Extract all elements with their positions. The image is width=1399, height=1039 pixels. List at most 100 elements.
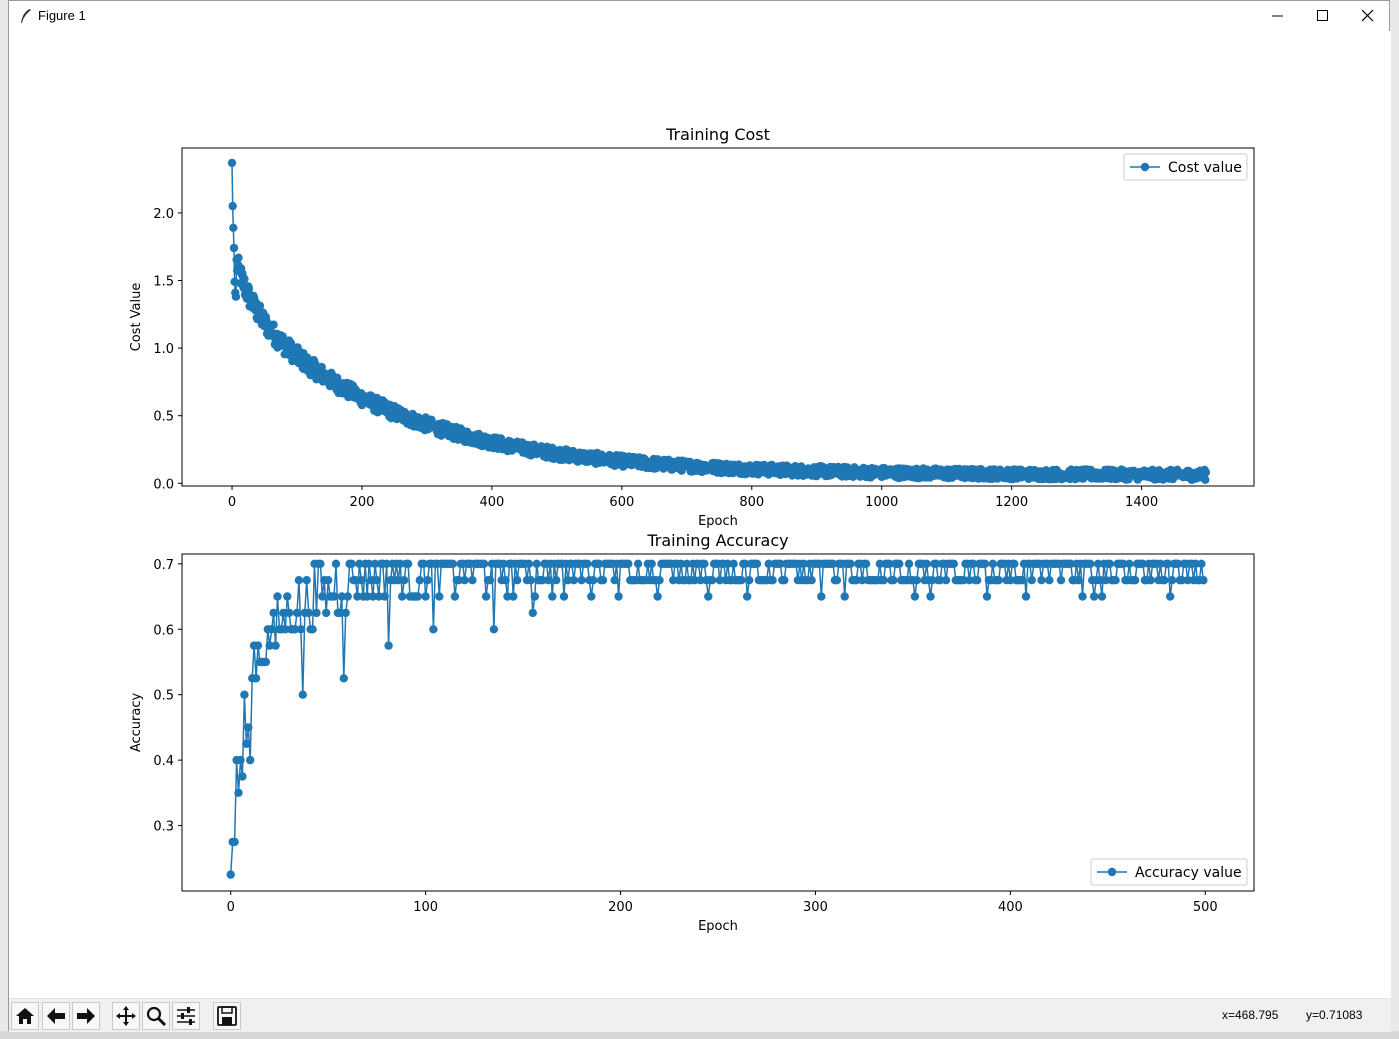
- cost-x-tick-label: 1000: [865, 495, 898, 510]
- accuracy-data-point: [743, 592, 752, 601]
- accuracy-data-point: [922, 559, 931, 568]
- accuracy-data-point: [912, 576, 921, 585]
- accuracy-data-point: [290, 625, 300, 634]
- accuracy-data-point: [589, 576, 598, 585]
- accuracy-x-axis-label: Epoch: [698, 919, 738, 934]
- cost-axes-frame: [181, 147, 1255, 487]
- chart-cost: Training Cost 0 200 400 600 800 1000 1200 1400 0.…: [129, 125, 1255, 529]
- home-button[interactable]: [11, 1002, 39, 1030]
- accuracy-data-point: [499, 559, 508, 568]
- accuracy-data-point: [569, 576, 578, 585]
- accuracy-data-point: [485, 576, 495, 585]
- accuracy-data-point: [655, 576, 664, 585]
- accuracy-data-point: [454, 576, 463, 585]
- accuracy-data-point: [230, 837, 239, 847]
- accuracy-data-point: [526, 576, 536, 585]
- zoom-button[interactable]: [142, 1002, 170, 1030]
- accuracy-data-point: [764, 559, 773, 568]
- minimize-button[interactable]: [1255, 1, 1301, 31]
- accuracy-data-point: [875, 559, 884, 568]
- accuracy-data-point: [448, 559, 458, 568]
- accuracy-data-point: [552, 576, 561, 585]
- accuracy-data-point: [904, 559, 914, 568]
- accuracy-data-point: [994, 576, 1003, 585]
- accuracy-data-point: [1166, 592, 1175, 601]
- accuracy-data-point: [682, 559, 691, 568]
- accuracy-data-point: [1074, 576, 1083, 585]
- cost-x-tick-label: 200: [350, 495, 375, 510]
- accuracy-data-point: [240, 690, 249, 699]
- forward-arrow-icon: [77, 1008, 95, 1024]
- subplots-config-button[interactable]: [172, 1002, 200, 1030]
- cost-data-point: [244, 284, 254, 293]
- accuracy-data-point: [696, 576, 705, 585]
- cost-y-tick-label: 1.0: [153, 342, 174, 357]
- accuracy-data-point: [690, 576, 699, 585]
- accuracy-data-point: [885, 559, 894, 568]
- cost-y-axis-label: Cost Value: [129, 283, 144, 352]
- back-button[interactable]: [42, 1002, 70, 1030]
- accuracy-data-point: [729, 559, 738, 568]
- save-icon: [217, 1006, 237, 1026]
- accuracy-data-point: [752, 559, 762, 568]
- accuracy-data-point: [1086, 559, 1095, 568]
- accuracy-data-point: [741, 559, 750, 568]
- accuracy-data-point: [481, 592, 491, 601]
- accuracy-data-point: [879, 576, 888, 585]
- pan-button[interactable]: [112, 1002, 140, 1030]
- accuracy-data-point: [382, 559, 391, 568]
- accuracy-data-point: [1097, 592, 1107, 601]
- cost-y-tick-label: 0.5: [153, 410, 174, 425]
- accuracy-data-point: [704, 592, 713, 601]
- accuracy-data-point: [1037, 576, 1046, 585]
- cost-data-point: [269, 320, 278, 329]
- accuracy-x-tick-label: 200: [608, 900, 633, 915]
- accuracy-data-point: [1056, 576, 1066, 585]
- accuracy-data-point: [337, 592, 346, 601]
- accuracy-data-point: [1105, 559, 1115, 568]
- accuracy-data-point: [322, 608, 331, 618]
- figure-window: Figure 1 Training Cost 0 200 400 600 800 1000 1…: [8, 0, 1391, 1032]
- accuracy-data-point: [669, 576, 678, 585]
- cost-x-tick-label: 1200: [995, 495, 1028, 510]
- accuracy-data-point: [1093, 559, 1103, 568]
- title-bar: Figure 1: [9, 1, 1389, 31]
- accuracy-data-point: [1006, 576, 1015, 585]
- maximize-button[interactable]: [1300, 1, 1346, 31]
- figure-canvas[interactable]: Training Cost 0 200 400 600 800 1000 1200 1400 0.…: [9, 31, 1391, 998]
- accuracy-data-point: [583, 559, 592, 568]
- accuracy-data-point: [1010, 559, 1019, 568]
- cost-data-point: [229, 243, 239, 253]
- close-button[interactable]: [1345, 1, 1391, 31]
- save-button[interactable]: [213, 1002, 241, 1030]
- accuracy-data-point: [723, 559, 732, 568]
- subplots-config-icon: [177, 1007, 195, 1025]
- cost-x-axis-label: Epoch: [698, 514, 738, 529]
- accuracy-data-point: [419, 559, 428, 568]
- accuracy-data-point: [413, 592, 422, 601]
- accuracy-data-point: [265, 641, 274, 650]
- cost-series-line: [231, 162, 1207, 483]
- accuracy-data-point: [294, 576, 304, 585]
- accuracy-y-tick-label: 0.4: [153, 754, 174, 769]
- accuracy-data-point: [1101, 576, 1111, 585]
- forward-button[interactable]: [72, 1002, 100, 1030]
- accuracy-data-point: [980, 559, 990, 568]
- accuracy-data-point: [926, 592, 935, 601]
- accuracy-data-point: [577, 576, 586, 585]
- accuracy-data-point: [1167, 576, 1177, 585]
- accuracy-data-point: [780, 576, 789, 585]
- accuracy-data-point: [1164, 559, 1173, 568]
- accuracy-data-point: [302, 576, 311, 585]
- accuracy-data-point: [273, 592, 282, 601]
- accuracy-data-point: [832, 576, 842, 585]
- accuracy-data-point: [840, 592, 849, 601]
- x-coordinate-readout: x=468.795: [1222, 1008, 1279, 1022]
- pan-icon: [116, 1006, 136, 1026]
- accuracy-data-point: [768, 576, 777, 585]
- accuracy-data-point: [460, 576, 469, 585]
- cost-data-point: [227, 158, 237, 168]
- cost-x-tick-label: 600: [609, 495, 634, 510]
- accuracy-data-point: [435, 592, 444, 601]
- background-bottom-strip: [0, 1031, 1399, 1039]
